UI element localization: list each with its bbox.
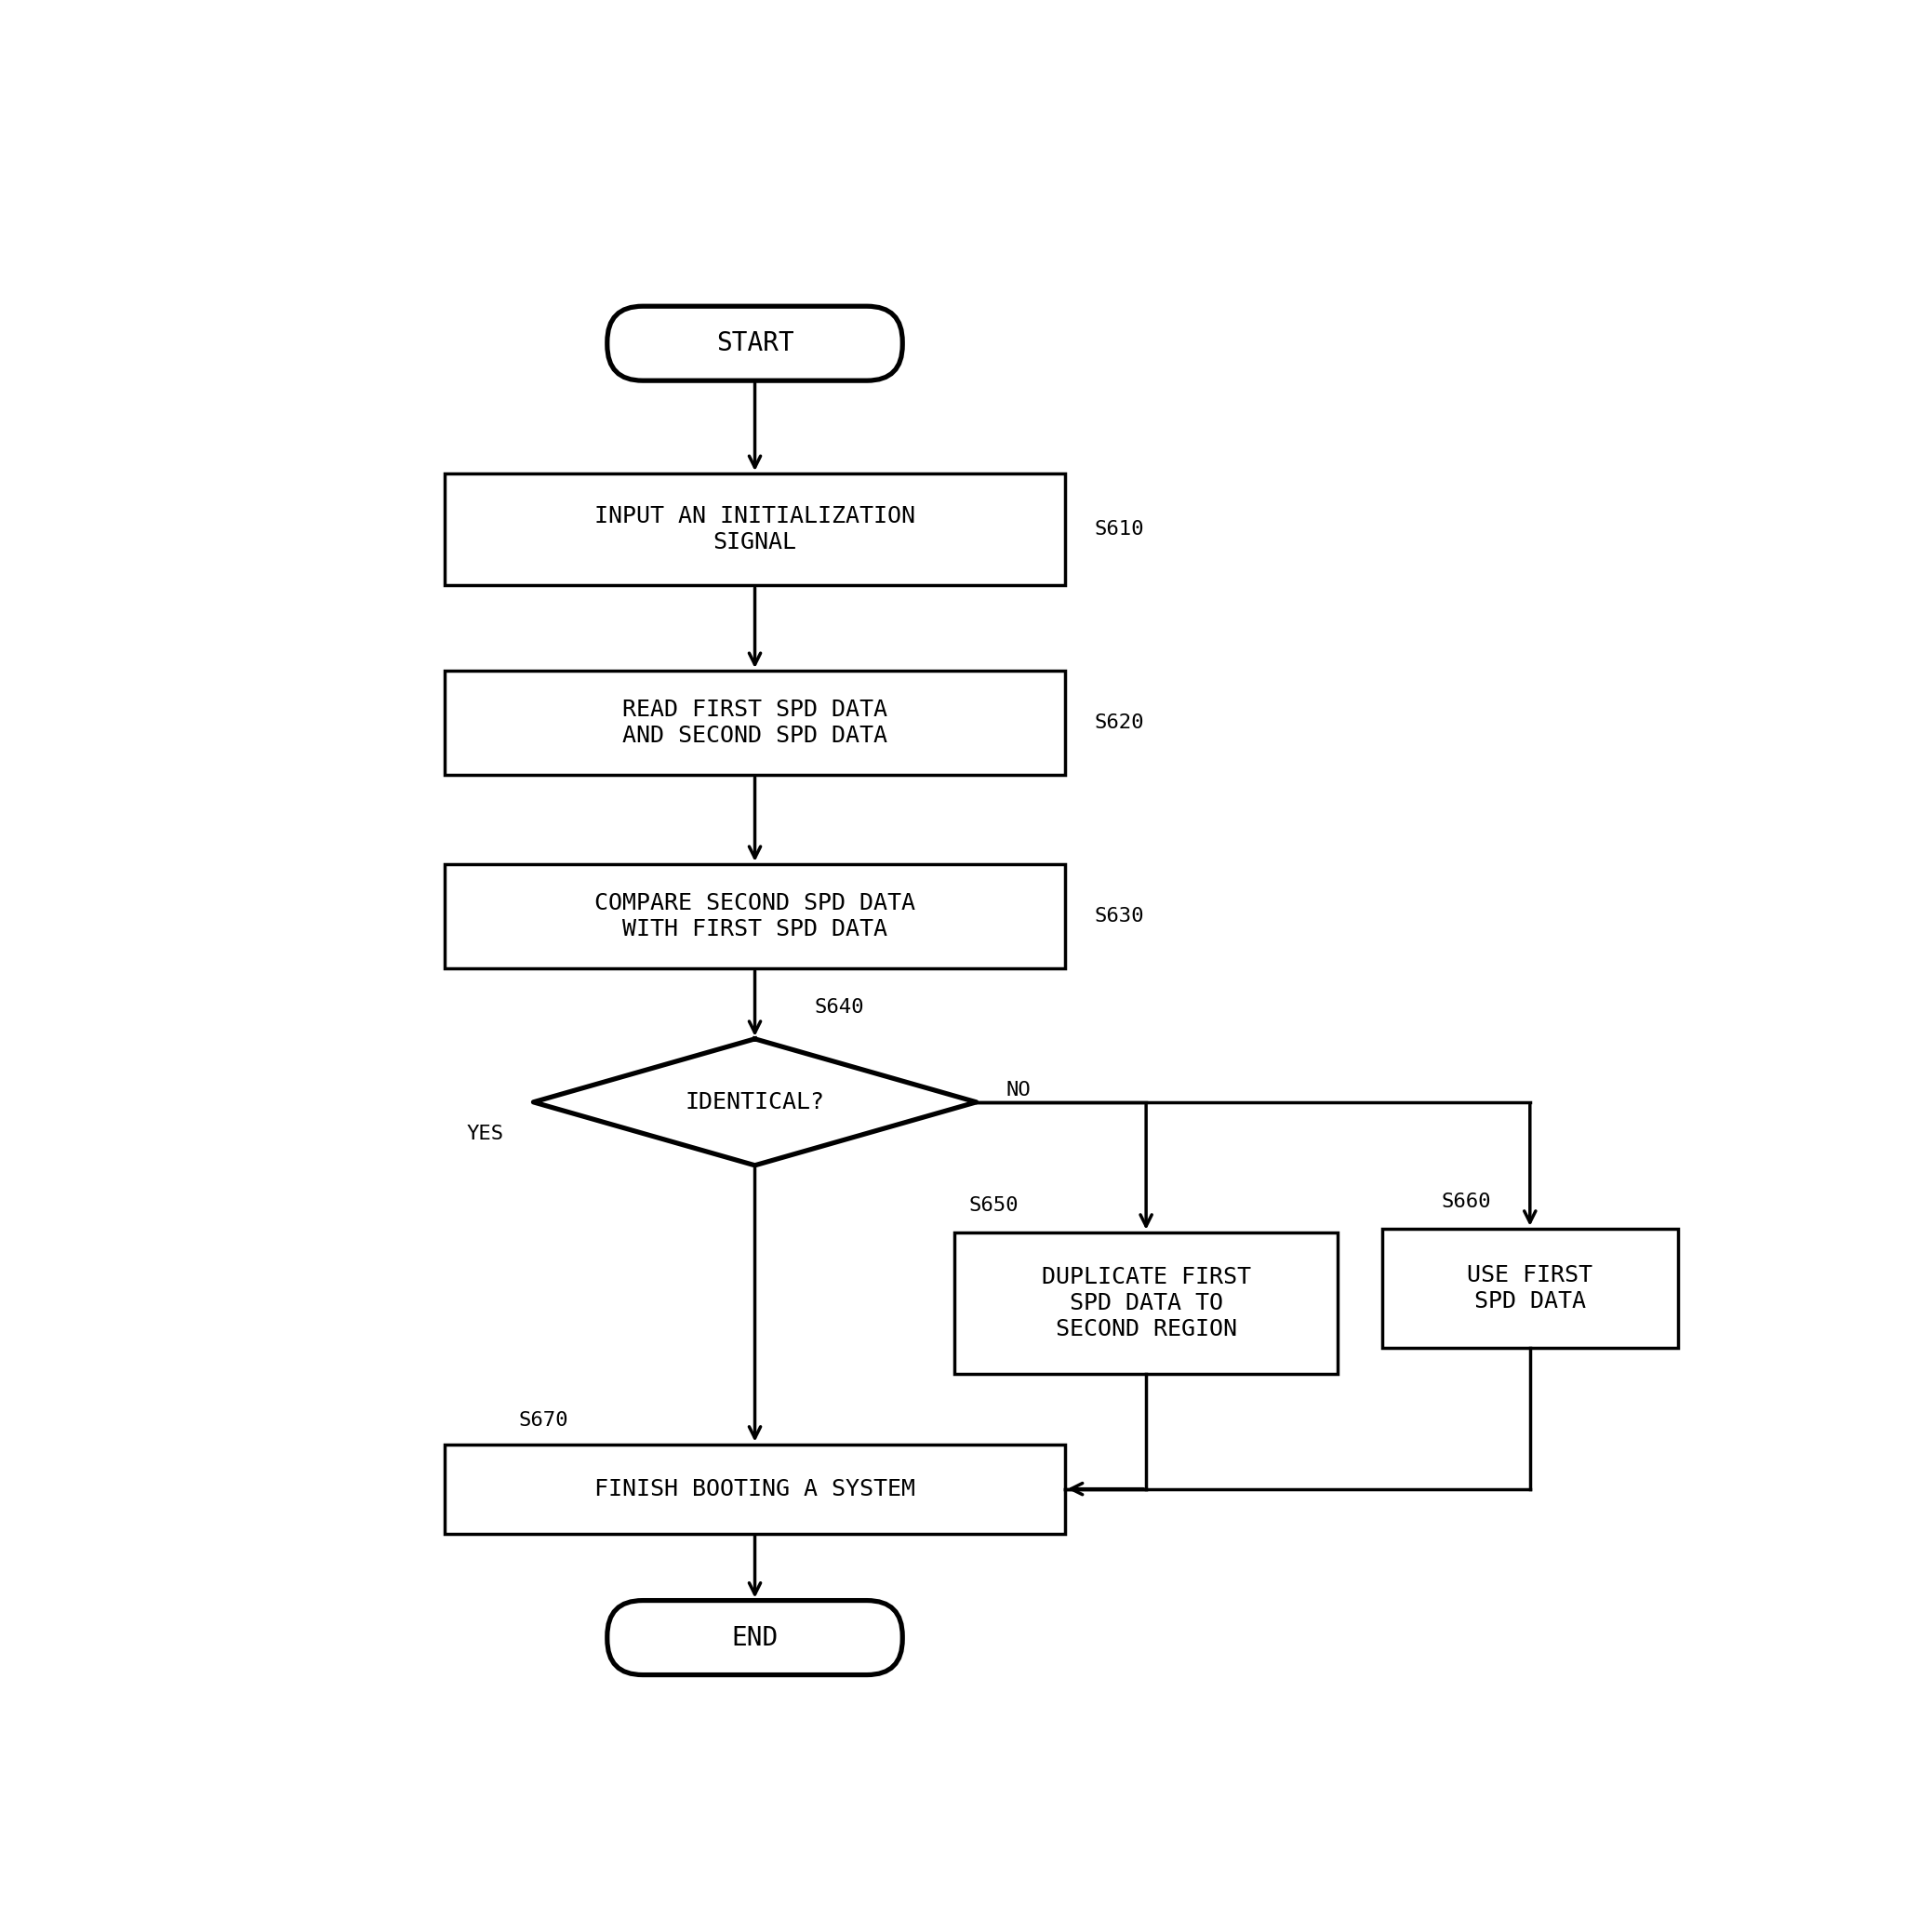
Bar <box>444 864 1065 968</box>
Text: S620: S620 <box>1093 713 1145 732</box>
Text: S660: S660 <box>1442 1192 1492 1211</box>
Bar <box>954 1233 1337 1374</box>
Text: USE FIRST
SPD DATA: USE FIRST SPD DATA <box>1467 1264 1593 1312</box>
Text: S650: S650 <box>970 1196 1019 1215</box>
Text: END: END <box>732 1625 779 1650</box>
Text: READ FIRST SPD DATA
AND SECOND SPD DATA: READ FIRST SPD DATA AND SECOND SPD DATA <box>623 699 888 748</box>
Text: COMPARE SECOND SPD DATA
WITH FIRST SPD DATA: COMPARE SECOND SPD DATA WITH FIRST SPD D… <box>594 893 914 941</box>
FancyBboxPatch shape <box>608 305 903 381</box>
Text: S670: S670 <box>518 1410 568 1430</box>
Text: INPUT AN INITIALIZATION
SIGNAL: INPUT AN INITIALIZATION SIGNAL <box>594 506 914 553</box>
Bar <box>1383 1229 1678 1349</box>
Text: YES: YES <box>467 1124 503 1144</box>
Text: DUPLICATE FIRST
SPD DATA TO
SECOND REGION: DUPLICATE FIRST SPD DATA TO SECOND REGIO… <box>1042 1265 1252 1341</box>
Text: IDENTICAL?: IDENTICAL? <box>686 1092 825 1113</box>
Bar <box>444 473 1065 585</box>
Bar <box>444 670 1065 775</box>
FancyBboxPatch shape <box>608 1600 903 1675</box>
Text: FINISH BOOTING A SYSTEM: FINISH BOOTING A SYSTEM <box>594 1478 914 1499</box>
Bar <box>444 1445 1065 1534</box>
Text: START: START <box>716 330 794 355</box>
Text: S610: S610 <box>1093 520 1145 539</box>
Text: NO: NO <box>1006 1080 1031 1099</box>
Text: S640: S640 <box>813 999 863 1016</box>
Text: S630: S630 <box>1093 906 1145 925</box>
